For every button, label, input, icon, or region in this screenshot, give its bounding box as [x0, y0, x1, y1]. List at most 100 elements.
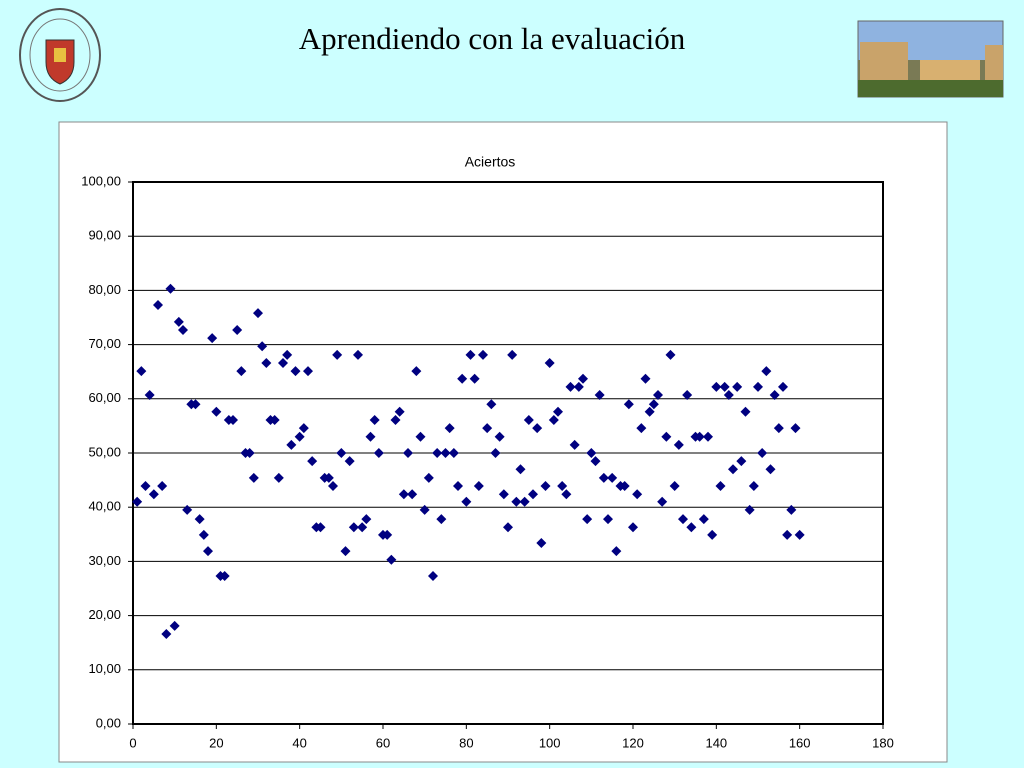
point	[419, 504, 430, 515]
point	[315, 522, 326, 533]
point	[719, 381, 730, 392]
point	[657, 496, 668, 507]
point	[307, 456, 318, 467]
slide-title: Aprendiendo con la evaluación	[299, 21, 686, 56]
point	[694, 431, 705, 442]
point	[598, 472, 609, 483]
y-tick-label: 0,00	[96, 715, 121, 730]
point	[432, 448, 443, 458]
point	[665, 349, 676, 360]
point	[548, 414, 559, 425]
x-tick-label: 120	[622, 735, 644, 750]
point	[790, 423, 801, 434]
x-tick-label: 20	[209, 735, 223, 750]
point	[765, 464, 776, 475]
point	[465, 349, 476, 360]
point	[611, 546, 622, 557]
point	[703, 431, 713, 442]
point	[340, 546, 351, 557]
point	[773, 423, 784, 434]
point	[253, 308, 263, 319]
point	[715, 481, 726, 492]
point	[161, 629, 172, 640]
logo	[19, 8, 101, 102]
point	[169, 620, 180, 631]
x-tick-label: 60	[376, 735, 390, 750]
point	[573, 381, 584, 392]
point	[582, 514, 593, 525]
point	[357, 522, 368, 533]
x-tick-label: 80	[459, 735, 473, 750]
point	[619, 481, 630, 492]
point	[403, 448, 413, 458]
point	[461, 496, 472, 507]
point	[586, 448, 597, 458]
point	[269, 414, 280, 425]
y-tick-label: 40,00	[88, 499, 121, 514]
point	[232, 324, 243, 335]
point	[353, 349, 363, 360]
point	[494, 431, 505, 442]
point	[257, 341, 268, 352]
point	[728, 464, 738, 475]
point	[748, 481, 759, 492]
y-tick-label: 100,00	[81, 173, 121, 188]
point	[778, 381, 788, 392]
point	[236, 366, 247, 377]
point	[782, 529, 793, 540]
point	[323, 472, 334, 483]
point	[469, 373, 480, 384]
point	[207, 333, 218, 344]
point	[211, 406, 222, 417]
point	[490, 448, 501, 458]
y-tick-label: 50,00	[88, 444, 121, 459]
point	[140, 481, 151, 492]
point	[203, 546, 213, 557]
point	[648, 399, 659, 410]
point	[248, 472, 259, 483]
y-tick-label: 30,00	[88, 553, 121, 568]
point	[373, 448, 384, 458]
point	[344, 456, 355, 467]
point	[757, 448, 768, 458]
point	[561, 489, 572, 500]
point	[165, 283, 176, 294]
point	[144, 390, 155, 401]
point	[578, 373, 588, 384]
point	[753, 381, 763, 392]
x-tick-label: 180	[872, 735, 894, 750]
point	[594, 390, 605, 401]
point	[298, 423, 309, 434]
y-tick-label: 10,00	[88, 661, 121, 676]
point	[390, 414, 401, 425]
point	[669, 481, 680, 492]
point	[457, 373, 468, 384]
point	[769, 390, 780, 401]
point	[519, 496, 530, 507]
point	[190, 399, 201, 410]
point	[603, 514, 613, 525]
point	[386, 554, 397, 565]
point	[644, 406, 655, 417]
point	[523, 414, 534, 425]
point	[636, 423, 647, 434]
point	[711, 381, 722, 392]
point	[794, 529, 805, 540]
point	[661, 431, 672, 442]
point	[740, 406, 751, 417]
point	[398, 489, 409, 500]
x-tick-label: 40	[292, 735, 306, 750]
point	[498, 489, 509, 500]
point	[303, 366, 313, 377]
point	[178, 324, 188, 335]
point	[436, 514, 447, 525]
point	[428, 571, 438, 582]
point	[290, 366, 301, 377]
point	[623, 399, 634, 410]
point	[732, 381, 743, 392]
point	[761, 366, 772, 377]
point	[157, 481, 168, 492]
point	[565, 381, 576, 392]
x-tick-label: 160	[789, 735, 811, 750]
